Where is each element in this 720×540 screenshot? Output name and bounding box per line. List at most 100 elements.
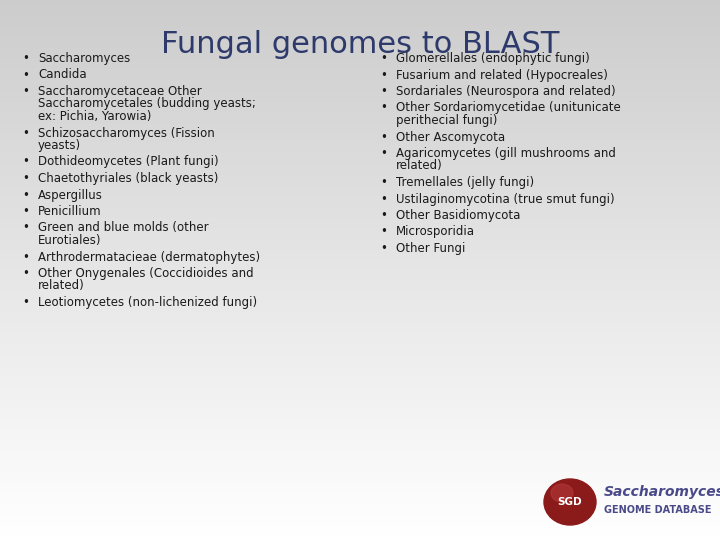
Bar — [0, 373, 720, 375]
Bar — [0, 464, 720, 467]
Bar — [0, 313, 720, 316]
Bar — [0, 124, 720, 127]
Text: Dothideomycetes (Plant fungi): Dothideomycetes (Plant fungi) — [38, 156, 219, 168]
Bar — [0, 205, 720, 208]
Ellipse shape — [544, 479, 596, 525]
Bar — [0, 54, 720, 57]
Bar — [0, 402, 720, 405]
Bar — [0, 494, 720, 497]
Bar — [0, 518, 720, 521]
Text: •: • — [380, 102, 387, 114]
Bar — [0, 78, 720, 81]
Bar — [0, 162, 720, 165]
Bar — [0, 240, 720, 243]
Text: related): related) — [38, 280, 85, 293]
Bar — [0, 216, 720, 219]
Bar — [0, 486, 720, 489]
Text: •: • — [380, 176, 387, 189]
Text: •: • — [22, 251, 29, 264]
Bar — [0, 138, 720, 140]
Bar — [0, 8, 720, 11]
Bar — [0, 448, 720, 451]
Bar — [0, 246, 720, 248]
Text: •: • — [380, 147, 387, 160]
Bar — [0, 294, 720, 297]
Bar — [0, 256, 720, 259]
Text: •: • — [380, 209, 387, 222]
Bar — [0, 362, 720, 364]
Bar — [0, 40, 720, 43]
Bar — [0, 370, 720, 373]
Bar — [0, 219, 720, 221]
Bar — [0, 254, 720, 256]
Text: •: • — [380, 85, 387, 98]
Text: Saccharomyces: Saccharomyces — [604, 485, 720, 499]
Bar — [0, 238, 720, 240]
Bar — [0, 84, 720, 86]
Bar — [0, 526, 720, 529]
Bar — [0, 14, 720, 16]
Bar — [0, 429, 720, 432]
Bar — [0, 224, 720, 227]
Bar — [0, 22, 720, 24]
Bar — [0, 173, 720, 176]
Text: •: • — [380, 242, 387, 255]
Bar — [0, 213, 720, 216]
Bar — [0, 89, 720, 92]
Bar — [0, 381, 720, 383]
Bar — [0, 154, 720, 157]
Bar — [0, 443, 720, 445]
Bar — [0, 57, 720, 59]
Text: Tremellales (jelly fungi): Tremellales (jelly fungi) — [396, 176, 534, 189]
Bar — [0, 310, 720, 313]
Text: Schizosaccharomyces (Fission: Schizosaccharomyces (Fission — [38, 126, 215, 139]
Text: Aspergillus: Aspergillus — [38, 188, 103, 201]
Text: related): related) — [396, 159, 443, 172]
Bar — [0, 127, 720, 130]
Bar — [0, 24, 720, 27]
Bar — [0, 19, 720, 22]
Bar — [0, 405, 720, 408]
Text: SGD: SGD — [558, 497, 582, 507]
Bar — [0, 116, 720, 119]
Bar — [0, 359, 720, 362]
Bar — [0, 27, 720, 30]
Bar — [0, 410, 720, 413]
Bar — [0, 230, 720, 232]
Bar — [0, 49, 720, 51]
Text: Other Basidiomycota: Other Basidiomycota — [396, 209, 521, 222]
Text: Saccharomycetales (budding yeasts;: Saccharomycetales (budding yeasts; — [38, 98, 256, 111]
Text: Microsporidia: Microsporidia — [396, 226, 475, 239]
Bar — [0, 348, 720, 351]
Text: •: • — [380, 192, 387, 206]
Bar — [0, 386, 720, 389]
Text: •: • — [22, 267, 29, 280]
Text: Arthrodermatacieae (dermatophytes): Arthrodermatacieae (dermatophytes) — [38, 251, 260, 264]
Bar — [0, 364, 720, 367]
Text: Candida: Candida — [38, 69, 86, 82]
Bar — [0, 111, 720, 113]
Bar — [0, 132, 720, 135]
Bar — [0, 451, 720, 454]
Text: Other Fungi: Other Fungi — [396, 242, 465, 255]
Bar — [0, 235, 720, 238]
Bar — [0, 394, 720, 397]
Text: •: • — [22, 188, 29, 201]
Bar — [0, 424, 720, 427]
Text: Agaricomycetes (gill mushrooms and: Agaricomycetes (gill mushrooms and — [396, 147, 616, 160]
Bar — [0, 200, 720, 202]
Bar — [0, 0, 720, 3]
Bar — [0, 262, 720, 265]
Bar — [0, 65, 720, 68]
Bar — [0, 356, 720, 359]
Bar — [0, 529, 720, 532]
Bar — [0, 232, 720, 235]
Bar — [0, 259, 720, 262]
Bar — [0, 392, 720, 394]
Bar — [0, 327, 720, 329]
Bar — [0, 427, 720, 429]
Bar — [0, 502, 720, 505]
Text: Green and blue molds (other: Green and blue molds (other — [38, 221, 209, 234]
Ellipse shape — [551, 484, 573, 502]
Bar — [0, 184, 720, 186]
